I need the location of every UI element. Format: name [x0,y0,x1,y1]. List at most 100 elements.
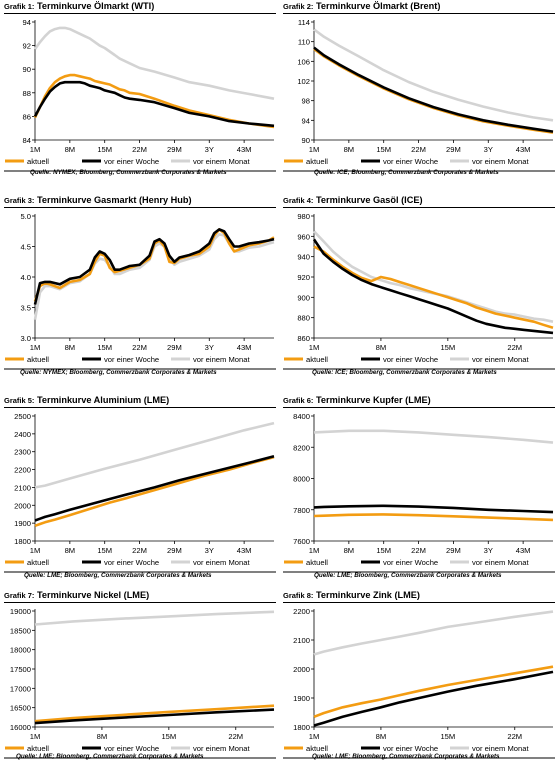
chart-1-svg: 84 86 88 90 92 94 1M 8M 15M 22M 29M 3Y 43M aktuell vor… [4,14,276,172]
x-tick-label-3: 22M [411,546,426,555]
legend-label-2: vor einem Monat [193,744,250,753]
y-tick-label-5: 960 [297,232,310,241]
x-tick-label-5: 3Y [205,145,214,154]
chart-title-text-6: Terminkurve Kupfer (LME) [316,395,431,405]
y-tick-label-7: 2500 [14,412,31,421]
chart-source-4: Quelle: ICE; Bloomberg, Commerzbank Corp… [312,369,497,376]
y-tick-label-2: 2000 [293,665,310,674]
chart-title-text-2: Terminkurve Ölmarkt (Brent) [316,1,440,11]
y-tick-label-5: 110 [298,38,310,47]
x-tick-label-3: 22M [507,343,522,352]
x-tick-label-1: 8M [376,732,387,741]
y-tick-label-1: 16500 [10,704,31,713]
y-tick-label-0: 7600 [293,537,310,546]
chart-title-text-3: Terminkurve Gasmarkt (Henry Hub) [37,195,192,205]
x-tick-label-4: 29M [446,145,461,154]
y-tick-label-3: 920 [297,273,310,282]
x-tick-label-1: 8M [65,546,76,555]
y-tick-label-2: 2000 [14,501,31,510]
series-line-0 [314,514,553,520]
y-tick-label-0: 90 [302,136,310,145]
series-line-1 [35,456,274,520]
chart-panel-6: Grafik 6: Terminkurve Kupfer (LME) 7600 7… [283,395,555,578]
chart-3-svg: 3.0 3.5 4.0 4.5 5.0 1M 8M 15M 22M 29M 3Y 43M aktuell… [4,208,276,370]
x-tick-label-5: 3Y [205,546,214,555]
x-tick-label-1: 8M [97,732,108,741]
legend-label-1: vor einer Woche [104,157,159,166]
y-tick-label-4: 106 [297,57,310,66]
chart-title-3: Grafik 3: Terminkurve Gasmarkt (Henry Hu… [4,195,276,208]
x-tick-label-0: 1M [30,343,41,352]
x-tick-label-0: 1M [309,145,320,154]
y-tick-label-4: 18000 [10,646,31,655]
chart-panel-3: Grafik 3: Terminkurve Gasmarkt (Henry Hu… [4,195,276,375]
x-tick-label-2: 15M [440,343,455,352]
series-line-0 [35,457,274,526]
legend-label-2: vor einem Monat [193,355,250,364]
y-tick-label-2: 4.0 [20,273,31,282]
x-tick-label-0: 1M [30,145,41,154]
x-tick-label-4: 29M [167,546,182,555]
chart-2-svg: 90 94 98 102 106 110 114 1M 8M 15M 22M 29M 3Y 43M aktu… [283,14,555,172]
chart-6-svg: 7600 7800 8000 8200 8400 1M 8M 15M 22M 29M 3Y 43M ak… [283,408,555,573]
x-tick-label-2: 15M [440,732,455,741]
legend-label-1: vor einer Woche [383,744,438,753]
y-tick-label-3: 2100 [14,483,31,492]
chart-8-svg: 180019002000210022001M 8M 15M 22Maktuell vor… [283,603,555,759]
y-tick-label-3: 4.5 [20,243,31,252]
y-tick-label-1: 3.5 [20,304,31,313]
chart-title-text-8: Terminkurve Zink (LME) [316,590,420,600]
y-tick-label-3: 8200 [293,443,310,452]
x-tick-label-1: 8M [344,145,355,154]
x-tick-label-0: 1M [30,732,41,741]
x-tick-label-1: 8M [65,145,76,154]
x-tick-label-0: 1M [30,546,41,555]
chart-title-2: Grafik 2: Terminkurve Ölmarkt (Brent) [283,1,555,14]
chart-source-7: Quelle: LME; Bloomberg, Commerzbank Corp… [16,753,204,760]
y-tick-label-4: 92 [23,42,31,51]
chart-source-3: Quelle: NYMEX; Bloomberg, Commerzbank Co… [20,369,217,376]
y-tick-label-4: 5.0 [20,212,31,221]
y-tick-label-4: 940 [297,253,310,262]
legend-label-1: vor einer Woche [104,558,159,567]
chart-title-1: Grafik 1: Terminkurve Ölmarkt (WTI) [4,1,276,14]
x-tick-label-4: 29M [167,145,182,154]
y-tick-label-2: 98 [302,97,310,106]
chart-source-2: Quelle: ICE; Bloomberg, Commerzbank Corp… [314,169,499,176]
y-tick-label-5: 94 [23,18,31,27]
y-tick-label-1: 1900 [293,694,310,703]
y-tick-label-0: 860 [297,334,310,343]
chart-source-5: Quelle: LME; Bloomberg, Commerzbank Corp… [24,572,212,579]
series-line-2 [314,231,553,321]
chart-number-1: Grafik 1: [4,2,34,11]
x-tick-label-3: 22M [411,145,426,154]
y-tick-label-4: 2200 [293,607,310,616]
legend-label-1: vor einer Woche [383,355,438,364]
legend-label-1: vor einer Woche [383,558,438,567]
x-tick-label-2: 15M [97,546,112,555]
y-tick-label-4: 2200 [14,466,31,475]
x-tick-label-2: 15M [376,546,391,555]
legend-label-0: aktuell [27,355,49,364]
series-line-1 [314,672,553,726]
y-tick-label-6: 19000 [10,607,31,616]
chart-number-8: Grafik 8: [283,591,313,600]
series-line-0 [314,667,553,717]
chart-panel-5: Grafik 5: Terminkurve Aluminium (LME) 18… [4,395,276,578]
chart-title-4: Grafik 4: Terminkurve Gasöl (ICE) [283,195,555,208]
x-tick-label-4: 29M [446,546,461,555]
y-tick-label-0: 16000 [10,723,31,732]
x-tick-label-6: 43M [237,145,252,154]
chart-number-3: Grafik 3: [4,196,34,205]
y-tick-label-0: 3.0 [20,334,31,343]
series-line-0 [35,706,274,722]
y-tick-label-3: 2100 [293,636,310,645]
y-tick-label-2: 900 [297,293,310,302]
chart-title-text-1: Terminkurve Ölmarkt (WTI) [37,1,154,11]
chart-panel-2: Grafik 2: Terminkurve Ölmarkt (Brent) 90… [283,1,555,177]
x-tick-label-6: 43M [516,546,531,555]
y-tick-label-5: 2300 [14,448,31,457]
series-line-2 [314,612,553,655]
y-tick-label-1: 94 [302,116,310,125]
chart-number-2: Grafik 2: [283,2,313,11]
